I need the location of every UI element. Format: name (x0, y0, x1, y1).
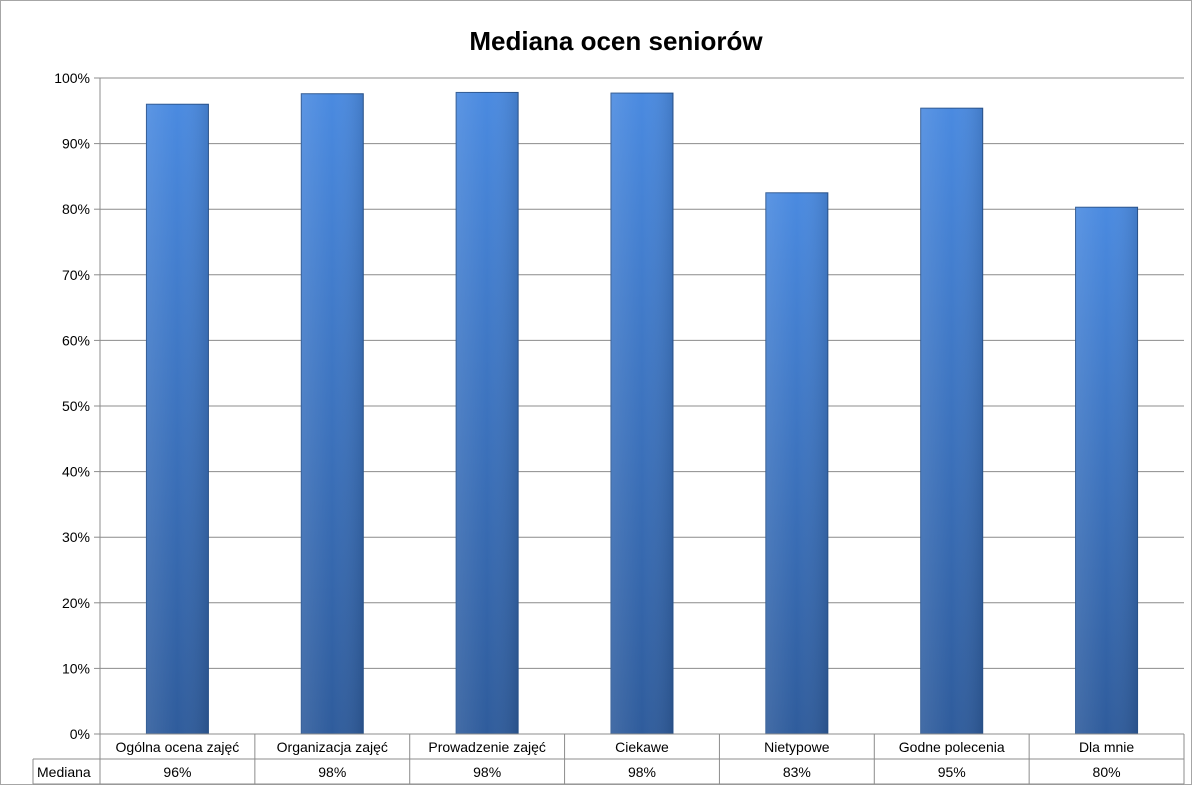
y-tick-label: 50% (62, 398, 90, 414)
y-tick-label: 90% (62, 136, 90, 152)
category-label: Nietypowe (764, 739, 830, 755)
series-name: Mediana (37, 764, 91, 780)
y-tick-label: 70% (62, 267, 90, 283)
data-label: 80% (1093, 764, 1121, 780)
bar-shade (920, 108, 983, 734)
y-tick-label: 10% (62, 660, 90, 676)
category-label: Dla mnie (1079, 739, 1134, 755)
category-label: Ogólna ocena zajęć (116, 739, 240, 755)
category-label: Organizacja zajęć (277, 739, 388, 755)
data-label: 96% (163, 764, 191, 780)
bar-shade (1075, 207, 1138, 734)
y-axis: 0% 10% 20% 30% 40% 50% 60% 70% 80% 90% 100% (54, 70, 101, 742)
chart-title: Mediana ocen seniorów (469, 26, 763, 56)
y-tick-label: 60% (62, 332, 90, 348)
bar-shade (301, 93, 364, 734)
data-label: 83% (783, 764, 811, 780)
y-tick-label: 30% (62, 529, 90, 545)
bar-shade (611, 93, 673, 734)
data-table: Mediana Ogólna ocena zajęć 96% Organizacja … (32, 733, 1185, 785)
y-tick-label: 0% (70, 726, 90, 742)
bar-shade (765, 192, 828, 735)
category-label: Ciekawe (615, 739, 669, 755)
category-label: Godne polecenia (899, 739, 1005, 755)
category-label: Prowadzenie zajęć (428, 739, 546, 755)
y-tick-label: 40% (62, 464, 90, 480)
bar-shade (146, 104, 209, 735)
bars (145, 91, 1139, 735)
bar-shade (456, 92, 519, 734)
y-tick-label: 100% (54, 70, 90, 86)
data-label: 98% (473, 764, 501, 780)
data-label: 95% (938, 764, 966, 780)
y-tick-label: 80% (62, 201, 90, 217)
data-label: 98% (318, 764, 346, 780)
data-label: 98% (628, 764, 656, 780)
y-tick-label: 20% (62, 595, 90, 611)
